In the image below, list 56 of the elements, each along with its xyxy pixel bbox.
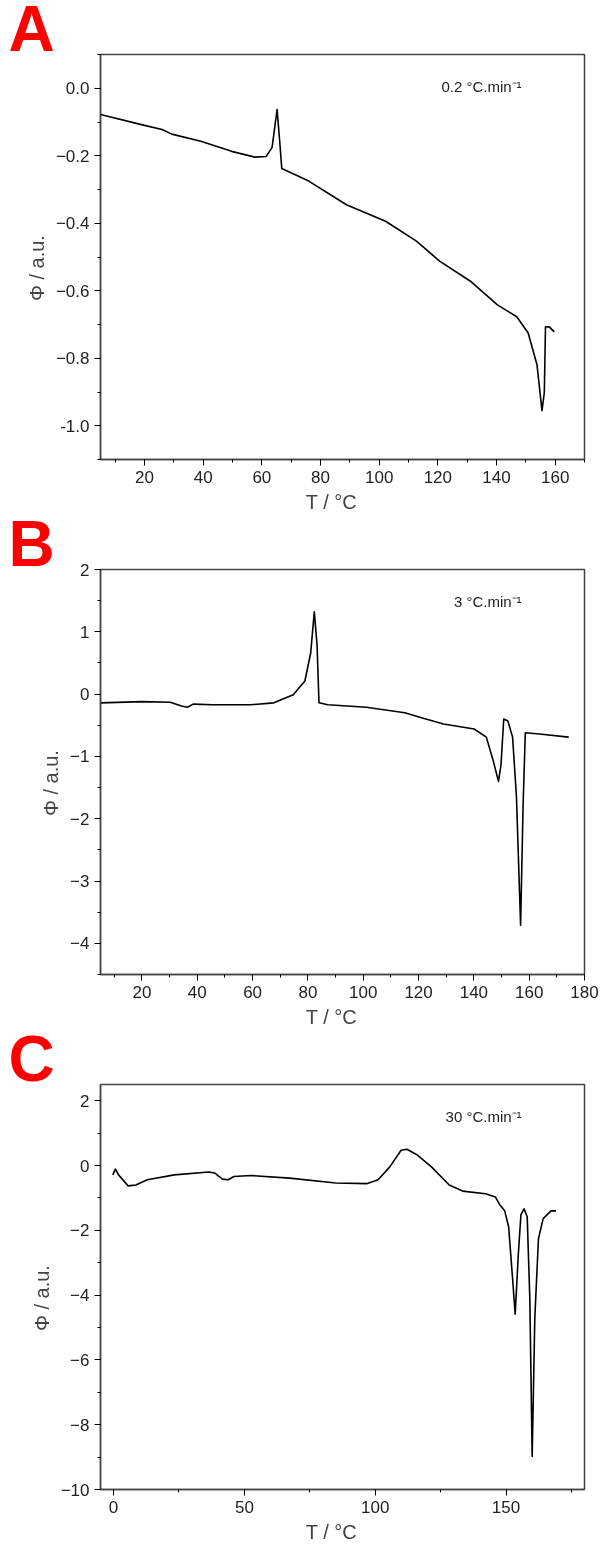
y-tick-label: -1.0	[60, 416, 90, 436]
chart-title: C	[8, 1022, 55, 1095]
y-tick-label: −0.2	[55, 146, 90, 166]
x-tick-label: 40	[193, 467, 213, 487]
y-tick-label: −2	[70, 1221, 90, 1241]
x-tick-label: 40	[187, 982, 207, 1002]
y-tick-label: 0	[80, 685, 90, 705]
y-tick-label: −3	[70, 872, 90, 892]
line-series	[100, 611, 570, 927]
y-tick-label: 0.0	[65, 79, 90, 99]
x-tick-label: 160	[515, 982, 544, 1002]
x-tick-label: 120	[404, 982, 433, 1002]
y-tick-label: 2	[80, 1091, 90, 1111]
y-tick-label: −0.8	[55, 349, 90, 369]
x-tick-label: 60	[252, 467, 272, 487]
x-axis-title: T / °C	[305, 490, 357, 513]
y-axis-title: Φ / a.u.	[25, 235, 48, 302]
annotation: 3 °C.min⁻¹	[453, 593, 522, 610]
line-series	[100, 108, 556, 412]
y-tick-label: −4	[70, 934, 90, 954]
x-tick-label: 20	[135, 467, 154, 487]
chart-title: B	[8, 507, 55, 580]
x-tick-label: 0	[108, 1497, 119, 1517]
y-tick-label: −0.6	[55, 281, 90, 301]
chart-title: A	[8, 0, 55, 65]
x-tick-label: 140	[482, 467, 511, 487]
x-axis-title: T / °C	[305, 1005, 357, 1028]
x-tick-label: 100	[361, 1497, 390, 1517]
x-tick-label: 180	[570, 982, 599, 1002]
x-tick-label: 50	[234, 1497, 254, 1517]
y-tick-label: −6	[70, 1350, 90, 1370]
y-axis-title: Φ / a.u.	[40, 750, 63, 817]
line-series	[112, 1148, 557, 1458]
y-tick-label: 2	[80, 560, 90, 580]
x-tick-label: 140	[459, 982, 489, 1002]
x-tick-label: 100	[349, 982, 378, 1002]
y-tick-label: 0	[80, 1156, 90, 1176]
y-tick-label: −0.4	[55, 214, 90, 234]
x-tick-label: 60	[243, 982, 263, 1002]
y-tick-label: 1	[80, 622, 90, 642]
y-axis-title: Φ / a.u.	[30, 1265, 53, 1332]
y-tick-label: −10	[60, 1480, 90, 1500]
y-tick-label: −4	[70, 1286, 90, 1306]
x-tick-label: 80	[298, 982, 318, 1002]
annotation: 0.2 °C.min⁻¹	[441, 78, 522, 95]
x-tick-label: 20	[132, 982, 152, 1002]
x-tick-label: 160	[540, 467, 570, 487]
y-tick-label: −1	[70, 747, 90, 767]
x-tick-label: 80	[311, 467, 330, 487]
x-tick-label: 150	[491, 1497, 521, 1517]
x-axis-title: T / °C	[305, 1520, 357, 1543]
annotation: 30 °C.min⁻¹	[445, 1108, 522, 1125]
x-tick-label: 120	[423, 467, 453, 487]
y-tick-label: −8	[70, 1415, 90, 1435]
x-tick-label: 100	[364, 467, 394, 487]
y-tick-label: −2	[70, 809, 90, 829]
